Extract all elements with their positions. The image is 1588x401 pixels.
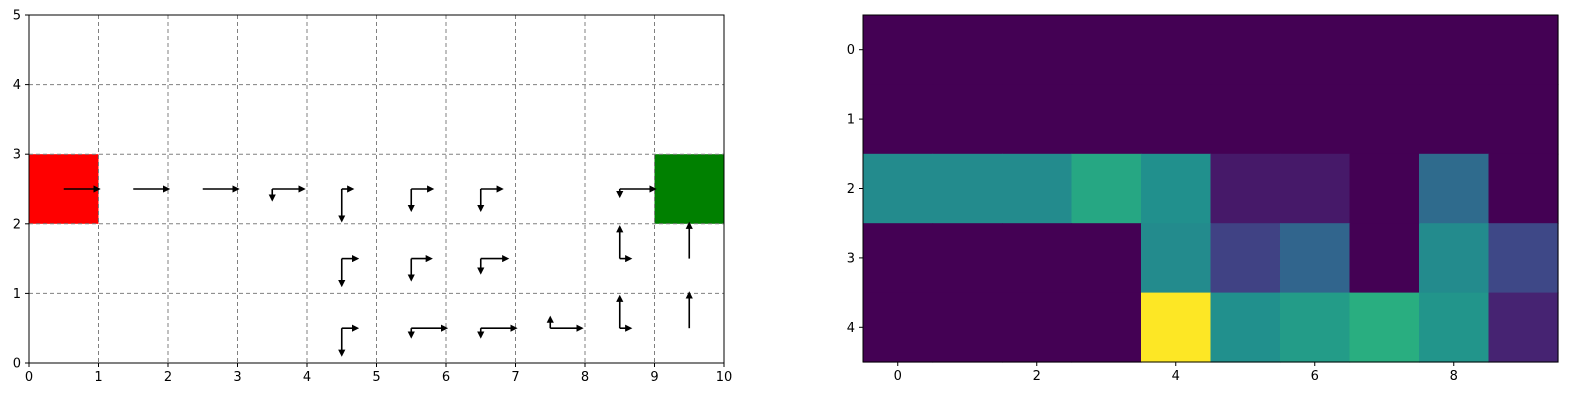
heatmap-cell <box>1280 292 1351 363</box>
heatmap-cell <box>1210 84 1281 155</box>
heatmap-cell <box>1488 153 1559 224</box>
x-tick-label: 2 <box>164 370 172 385</box>
heatmap-cell <box>1488 223 1559 294</box>
heatmap-cell <box>1349 153 1420 224</box>
heatmap-cell <box>1071 292 1142 363</box>
heatmap-cell <box>1071 223 1142 294</box>
x-tick-label: 0 <box>894 369 902 384</box>
heatmap-cell <box>863 153 934 224</box>
heatmap-cell <box>1419 153 1490 224</box>
x-tick-label: 0 <box>25 370 33 385</box>
x-tick-label: 6 <box>1311 369 1319 384</box>
y-tick-label: 4 <box>13 78 21 93</box>
heatmap-cell <box>1071 15 1142 85</box>
y-tick-label: 1 <box>13 287 21 302</box>
x-tick-label: 4 <box>303 370 311 385</box>
heatmap-cell <box>1210 223 1281 294</box>
heatmap-cell <box>863 292 934 363</box>
policy-grid-chart: 0 1 2 3 4 5 6 7 8 9 10 0 1 2 3 4 5 <box>13 9 733 386</box>
x-tick-label: 6 <box>442 370 450 385</box>
heatmap-cell <box>1002 153 1073 224</box>
heatmap-cell <box>1349 223 1420 294</box>
heatmap-cell <box>1280 84 1351 155</box>
heatmap-cell <box>1210 292 1281 363</box>
x-tick-label: 8 <box>581 370 589 385</box>
y-tick-label: 3 <box>13 148 21 163</box>
x-tick-label: 9 <box>650 370 658 385</box>
heatmap-cell <box>1280 15 1351 85</box>
heatmap-cell <box>1280 153 1351 224</box>
y-tick-label: 2 <box>13 217 21 232</box>
heatmap-cell <box>1349 15 1420 85</box>
heatmap-cell <box>1488 15 1559 85</box>
heatmap-cell <box>1002 84 1073 155</box>
heatmap-cell <box>863 223 934 294</box>
y-tick-label: 5 <box>13 9 21 24</box>
heatmap-cell <box>932 223 1003 294</box>
heatmap-cell <box>1002 15 1073 85</box>
heatmap-cell <box>1071 153 1142 224</box>
x-tick-label: 3 <box>233 370 241 385</box>
heatmap-cell <box>932 292 1003 363</box>
heatmap-cell <box>1071 84 1142 155</box>
heatmap-cell <box>1141 15 1212 85</box>
goal-cell <box>654 154 724 224</box>
heatmap-cell <box>1488 84 1559 155</box>
heatmap-cell <box>1419 292 1490 363</box>
heatmap-cell <box>1210 15 1281 85</box>
heatmap-cell <box>1419 15 1490 85</box>
x-tick-label: 5 <box>372 370 380 385</box>
heatmap-cell <box>1419 223 1490 294</box>
heatmap-cell <box>1002 292 1073 363</box>
heatmap-cell <box>1141 292 1212 363</box>
heatmap-cell <box>1419 84 1490 155</box>
heatmap-cell <box>863 84 934 155</box>
heatmap-cell <box>1210 153 1281 224</box>
y-tick-label: 1 <box>847 113 855 128</box>
x-tick-label: 8 <box>1450 369 1458 384</box>
heatmap-cell <box>1280 223 1351 294</box>
x-tick-label: 1 <box>94 370 102 385</box>
x-tick-label: 2 <box>1033 369 1041 384</box>
heatmap-cell <box>1141 153 1212 224</box>
heatmap-cell <box>1488 292 1559 363</box>
heatmap-cell <box>932 15 1003 85</box>
heatmap-cell <box>1141 223 1212 294</box>
y-tick-label: 0 <box>13 357 21 372</box>
x-tick-label: 10 <box>716 370 733 385</box>
heatmap-cell <box>863 15 934 85</box>
heatmap-cell <box>932 84 1003 155</box>
value-heatmap-chart: 0 2 4 6 8 0 1 2 3 4 <box>847 14 1559 384</box>
heatmap-cell <box>932 153 1003 224</box>
heatmap-cell <box>1002 223 1073 294</box>
heatmap-cell <box>1349 292 1420 363</box>
y-tick-label: 4 <box>847 321 855 336</box>
heatmap-cell <box>1141 84 1212 155</box>
heatmap-cell <box>1349 84 1420 155</box>
y-tick-label: 0 <box>847 43 855 58</box>
y-tick-label: 3 <box>847 251 855 266</box>
y-tick-label: 2 <box>847 182 855 197</box>
x-tick-label: 4 <box>1172 369 1180 384</box>
x-tick-label: 7 <box>511 370 519 385</box>
